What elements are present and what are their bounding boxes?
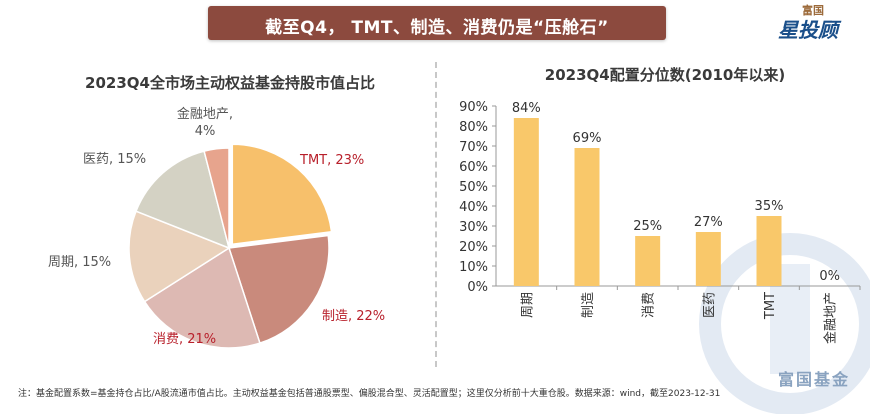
bar-y-tick-label: 60% <box>459 160 488 175</box>
pie-slice-label-1: TMT, 23% <box>299 153 364 168</box>
bar-y-tick-label: 70% <box>459 140 488 155</box>
bar-data-label-4: 27% <box>694 215 723 230</box>
pie-slice-label-5: 医药, 15% <box>83 152 146 167</box>
bar-4 <box>695 232 721 286</box>
bar-2 <box>574 148 600 286</box>
footnote: 注：基金配置系数=基金持仓占比/A股流通市值占比。主动权益基金包括普通股票型、偏… <box>18 389 721 399</box>
bar-category-label-6: 金融地产 <box>823 292 839 344</box>
page-title: 截至Q4， TMT、制造、消费仍是“压舱石” <box>265 18 609 38</box>
bar-chart-title: 2023Q4配置分位数(2010年以来) <box>544 66 786 84</box>
pie-slice-label-2: 制造, 22% <box>322 309 385 324</box>
bar-category-label-4: 医药 <box>702 292 717 318</box>
watermark-text: 富国基金 <box>778 370 851 389</box>
bar-1 <box>513 118 539 286</box>
bar-y-tick-label: 40% <box>459 200 488 215</box>
bar-y-tick-label: 30% <box>459 220 488 235</box>
bar-category-label-5: TMT <box>763 292 778 320</box>
bar-data-label-5: 35% <box>755 199 784 214</box>
bar-y-tick-label: 80% <box>459 120 488 135</box>
pie-slice-label-4: 周期, 15% <box>48 255 111 270</box>
pie-slice-5 <box>135 150 231 250</box>
bar-y-tick-label: 10% <box>459 260 488 275</box>
watermark-logo <box>699 233 870 414</box>
pie-slice-4 <box>128 210 231 303</box>
pie-chart-title: 2023Q4全市场主动权益基金持股市值占比 <box>85 74 375 92</box>
bar-y-tick-label: 50% <box>459 180 488 195</box>
bar-5 <box>756 216 782 286</box>
pie-slice-3 <box>143 246 261 349</box>
pie-slice-1 <box>231 143 333 246</box>
bar-data-label-2: 69% <box>573 131 602 146</box>
bar-data-label-1: 84% <box>512 101 541 116</box>
logo-main-text: 星投顾 <box>778 18 838 42</box>
bar-y-tick-label: 20% <box>459 240 488 255</box>
bar-y-tick-label: 0% <box>467 280 488 295</box>
pie-slice-6 <box>203 147 230 249</box>
bar-data-label-6: 0% <box>819 269 840 284</box>
pie-slice-label-3: 消费, 21% <box>153 332 216 347</box>
bar-category-label-1: 周期 <box>520 292 535 318</box>
bar-3 <box>635 236 661 286</box>
logo-top-text: 富国 <box>802 4 824 17</box>
bar-category-label-2: 制造 <box>581 292 596 318</box>
bar-y-tick-label: 90% <box>459 100 488 115</box>
pie-slice-label-6: 金融地产, 4% <box>177 106 233 139</box>
section-divider <box>435 62 437 367</box>
bar-data-label-3: 25% <box>633 219 662 234</box>
title-banner: 截至Q4， TMT、制造、消费仍是“压舱石” <box>208 6 666 40</box>
pie-slice-2 <box>228 234 330 345</box>
bar-category-label-3: 消费 <box>642 292 657 318</box>
brand-logo: 富国 星投顾 <box>768 2 868 44</box>
